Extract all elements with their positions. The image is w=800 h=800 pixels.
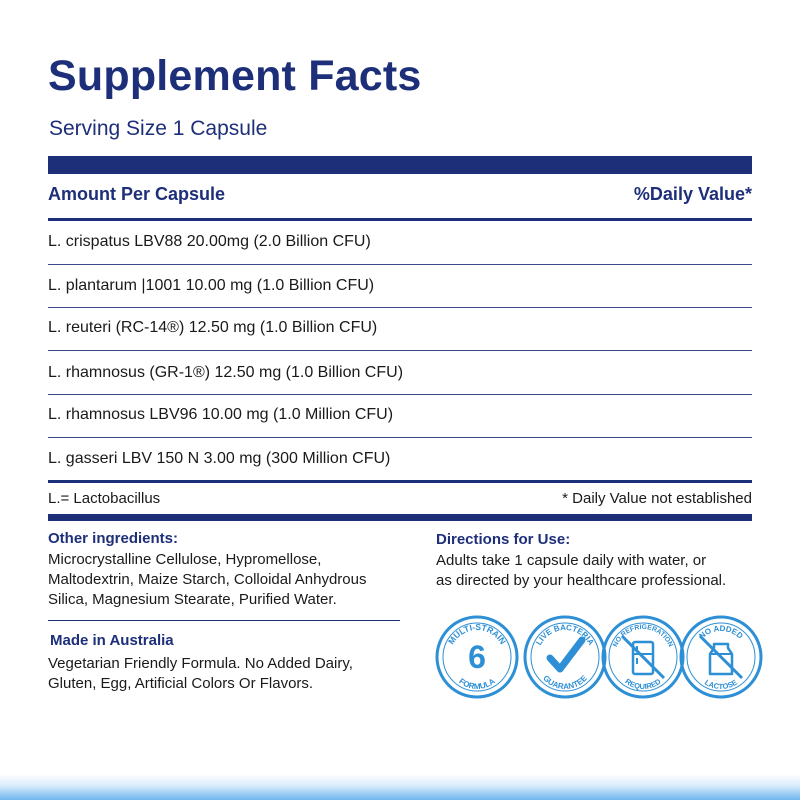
directions-heading: Directions for Use: [436,531,571,548]
serving-size: Serving Size 1 Capsule [49,117,268,140]
svg-text:FORMULA: FORMULA [457,677,497,691]
other-ingredients-line: Microcrystalline Cellulose, Hypromellose… [48,551,322,568]
badge-bottom-text: REQUIRED [623,676,663,691]
row-divider [48,394,752,395]
made-in-line: Gluten, Egg, Artificial Colors Or Flavor… [48,675,314,692]
table-header: Amount Per Capsule %Daily Value* [48,184,752,205]
badge-top-text: NO REFRIGERATION [612,624,674,648]
checkmark-icon [546,636,586,673]
directions-text: Adults take 1 capsule daily with water, … [436,551,726,591]
badge-top-text: NO ADDED [697,624,744,641]
made-in-text: Vegetarian Friendly Formula. No Added Da… [48,654,353,694]
row-divider [48,437,752,438]
ingredient-row: L. rhamnosus LBV96 10.00 mg (1.0 Million… [48,406,394,423]
row-divider [48,307,752,308]
page-title: Supplement Facts [48,52,422,100]
badge-bottom-text: GUARANTEE [541,673,589,691]
table-bottom-divider [48,480,752,483]
fridge-icon [631,640,655,676]
live-bacteria-badge-icon: LIVE BACTERIA GUARANTEE [522,614,608,700]
no-added-lactose-badge-icon: NO ADDED LACTOSE [678,614,764,700]
decorative-bottom-gradient [0,774,800,800]
svg-text:NO ADDED: NO ADDED [697,624,744,641]
other-ingredients-divider [48,620,400,621]
svg-text:LIVE BACTERIA: LIVE BACTERIA [534,623,596,647]
multi-strain-badge-icon: MULTI-STRAIN 6 FORMULA [434,614,520,700]
badge-bottom-text: FORMULA [457,677,497,691]
row-divider [48,264,752,265]
other-ingredients-line: Silica, Magnesium Stearate, Purified Wat… [48,591,337,608]
other-ingredients-text: Microcrystalline Cellulose, Hypromellose… [48,550,367,610]
ingredient-row: L. gasseri LBV 150 N 3.00 mg (300 Millio… [48,450,391,467]
lactobacillus-footnote: L.= Lactobacillus [48,490,161,507]
no-refrigeration-badge-icon: NO REFRIGERATION REQUIRED [600,614,686,700]
badge-center-text: 6 [468,639,486,675]
other-ingredients-line: Maltodextrin, Maize Starch, Colloidal An… [48,571,367,588]
amount-per-capsule-label: Amount Per Capsule [48,184,226,204]
badge-top-text: LIVE BACTERIA [534,623,596,647]
made-in-heading: Made in Australia [50,632,174,649]
ingredient-row: L. crispatus LBV88 20.00mg (2.0 Billion … [48,233,371,250]
top-divider-bar [48,156,752,174]
bottom-divider-bar [48,514,752,521]
row-divider [48,350,752,351]
directions-line: Adults take 1 capsule daily with water, … [436,552,707,569]
svg-text:NO REFRIGERATION: NO REFRIGERATION [612,624,674,648]
ingredient-row: L. reuteri (RC-14®) 12.50 mg (1.0 Billio… [48,319,378,336]
header-divider [48,218,752,221]
ingredient-row: L. rhamnosus (GR-1®) 12.50 mg (1.0 Billi… [48,364,404,381]
ingredient-row: L. plantarum |1001 10.00 mg (1.0 Billion… [48,277,375,294]
svg-text:REQUIRED: REQUIRED [623,676,663,691]
other-ingredients-heading: Other ingredients: [48,530,179,547]
svg-text:LACTOSE: LACTOSE [703,678,739,691]
directions-line: as directed by your healthcare professio… [436,572,727,589]
daily-value-label: %Daily Value* [633,184,752,204]
badge-bottom-text: LACTOSE [703,678,739,691]
svg-text:GUARANTEE: GUARANTEE [541,673,589,691]
made-in-line: Vegetarian Friendly Formula. No Added Da… [48,655,353,672]
daily-value-footnote: * Daily Value not established [562,490,752,507]
